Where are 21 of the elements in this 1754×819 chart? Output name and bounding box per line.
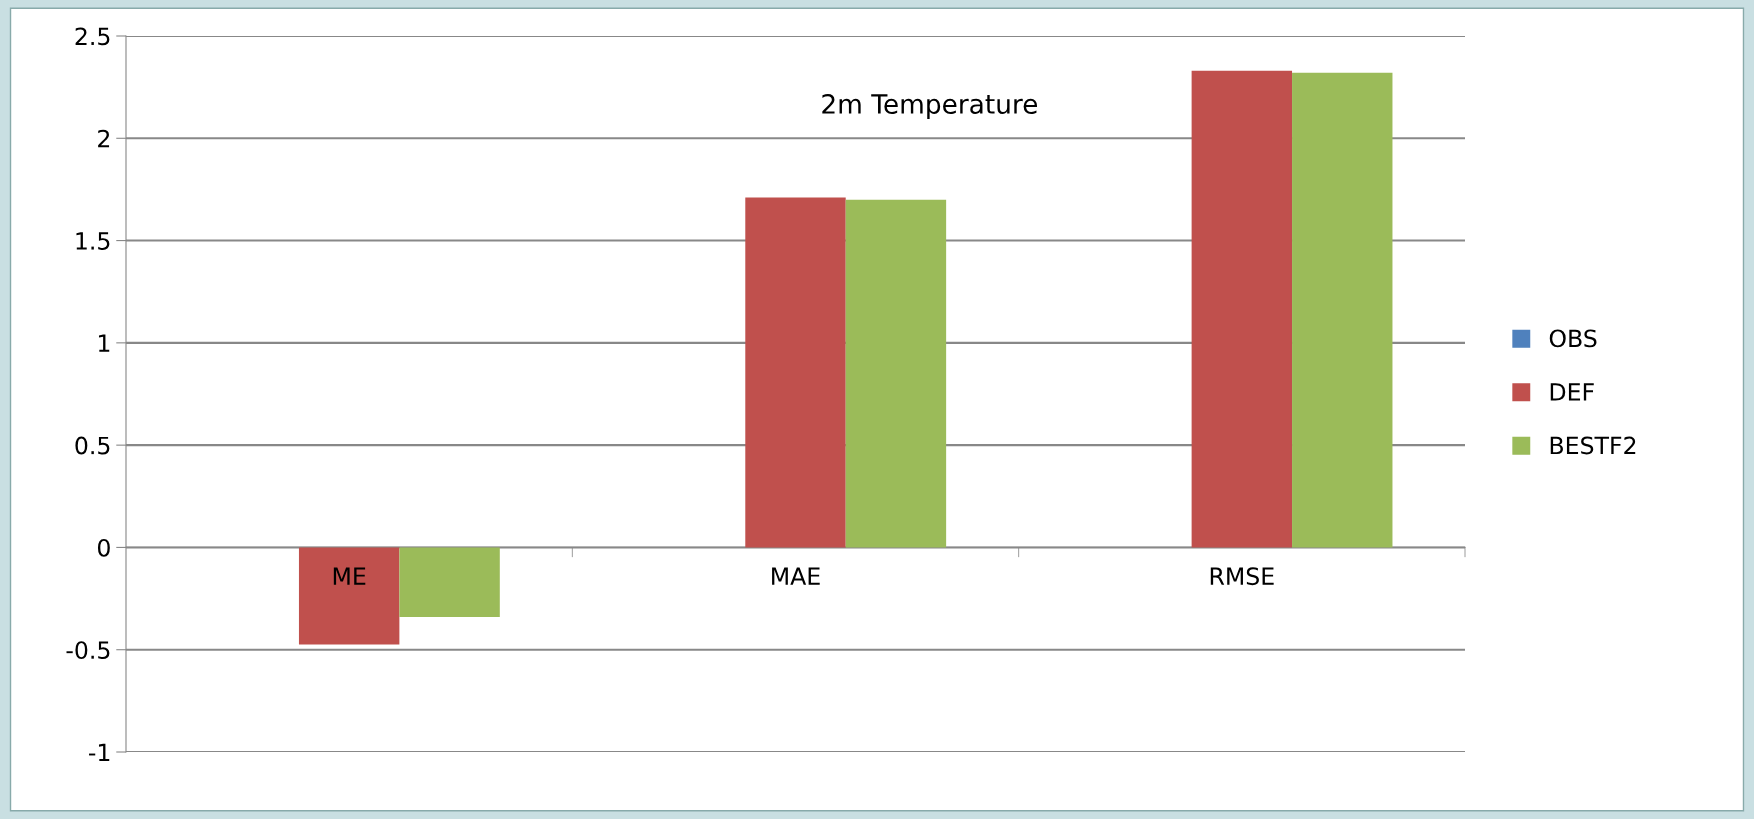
y-tick-label: -0.5 — [66, 641, 110, 660]
y-tick-label: -1 — [89, 743, 110, 761]
bar — [1191, 70, 1293, 548]
y-tick-label: 2 — [98, 129, 110, 148]
bar — [845, 199, 947, 548]
y-tick-label: 1.5 — [76, 232, 110, 250]
x-tick-label: RMSE — [1210, 567, 1274, 586]
y-tick-label: 2.5 — [75, 27, 110, 46]
x-tick-label: ME — [333, 567, 366, 585]
y-tick-label: 0.5 — [75, 436, 110, 455]
y-tick-label: 1 — [98, 334, 110, 352]
bar — [1292, 72, 1393, 548]
bar — [298, 547, 400, 645]
legend-label: BESTF2 — [1550, 436, 1636, 455]
x-tick-label: MAE — [772, 567, 820, 585]
y-tick-label: 0 — [97, 538, 110, 557]
legend-label: DEF — [1550, 383, 1594, 401]
bar — [399, 547, 500, 617]
text: 2m Temperature — [822, 94, 1038, 120]
legend-label: OBS — [1549, 329, 1597, 348]
bar — [745, 197, 846, 548]
